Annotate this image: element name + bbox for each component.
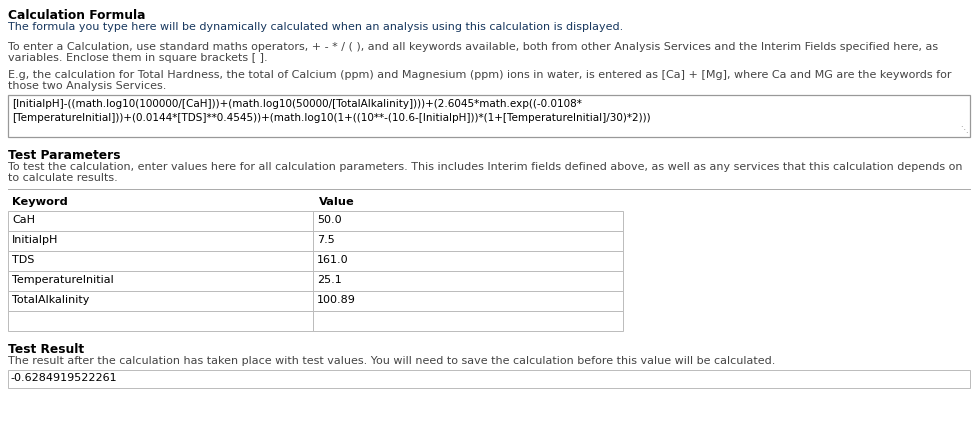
Text: those two Analysis Services.: those two Analysis Services. (8, 81, 167, 91)
Text: The formula you type here will be dynamically calculated when an analysis using : The formula you type here will be dynami… (8, 22, 623, 32)
Text: [TemperatureInitial]))+(0.0144*[TDS]**0.4545))+(math.log10(1+((10**-(10.6-[Initi: [TemperatureInitial]))+(0.0144*[TDS]**0.… (12, 113, 651, 123)
Text: 7.5: 7.5 (317, 235, 335, 245)
Text: InitialpH: InitialpH (12, 235, 59, 245)
Text: TotalAlkalinity: TotalAlkalinity (12, 295, 89, 305)
Bar (313, 211, 623, 231)
Bar (313, 251, 623, 271)
Text: CaH: CaH (12, 215, 35, 225)
Text: Keyword: Keyword (12, 197, 68, 207)
Text: to calculate results.: to calculate results. (8, 173, 118, 183)
Bar (8, 95, 970, 137)
Text: -0.6284919522261: -0.6284919522261 (10, 373, 117, 383)
Bar (8, 211, 313, 231)
Text: Test Result: Test Result (8, 343, 84, 356)
Bar (8, 251, 313, 271)
Bar (313, 311, 623, 331)
Text: Test Parameters: Test Parameters (8, 149, 121, 162)
Text: [InitialpH]-((math.log10(100000/[CaH]))+(math.log10(50000/[TotalAlkalinity])))+(: [InitialpH]-((math.log10(100000/[CaH]))+… (12, 99, 582, 109)
Text: TemperatureInitial: TemperatureInitial (12, 275, 114, 285)
Bar (8, 291, 313, 311)
Text: variables. Enclose them in square brackets [ ].: variables. Enclose them in square bracke… (8, 53, 268, 63)
Text: E.g, the calculation for Total Hardness, the total of Calcium (ppm) and Magnesiu: E.g, the calculation for Total Hardness,… (8, 70, 952, 80)
Text: To test the calculation, enter values here for all calculation parameters. This : To test the calculation, enter values he… (8, 162, 962, 172)
Text: The result after the calculation has taken place with test values. You will need: The result after the calculation has tak… (8, 356, 775, 366)
Bar (8, 231, 313, 251)
Bar (8, 370, 970, 388)
Bar (8, 311, 313, 331)
Text: 161.0: 161.0 (317, 255, 349, 265)
Text: To enter a Calculation, use standard maths operators, + - * / ( ), and all keywo: To enter a Calculation, use standard mat… (8, 42, 938, 52)
Bar (313, 271, 623, 291)
Text: TDS: TDS (12, 255, 34, 265)
Text: 25.1: 25.1 (317, 275, 342, 285)
Text: Calculation Formula: Calculation Formula (8, 9, 145, 22)
Text: 100.89: 100.89 (317, 295, 356, 305)
Text: Value: Value (319, 197, 355, 207)
Bar (313, 231, 623, 251)
Text: 50.0: 50.0 (317, 215, 342, 225)
Bar (313, 291, 623, 311)
Text: ⋱: ⋱ (960, 125, 968, 134)
Bar (8, 271, 313, 291)
